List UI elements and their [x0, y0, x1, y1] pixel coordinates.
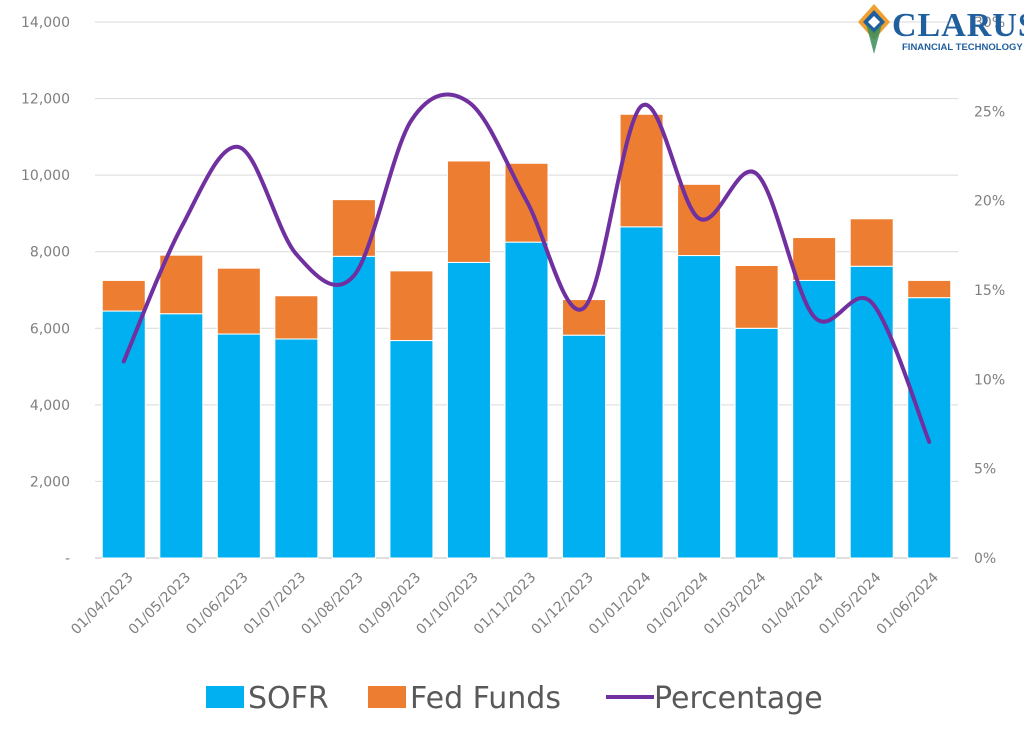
left-tick-label: 2,000 — [30, 474, 70, 490]
bar-sofr — [331, 255, 376, 559]
right-tick-label: 30% — [974, 15, 1005, 31]
bar-sofr — [504, 241, 549, 559]
bar-fed-funds — [446, 160, 491, 263]
legend-swatch-sofr — [206, 686, 244, 708]
right-tick-label: 0% — [974, 551, 996, 567]
logo-wordmark: CLARUS — [892, 7, 1024, 44]
clarus-diamond-icon — [858, 4, 890, 54]
bar-fed-funds — [389, 270, 434, 342]
left-tick-label: - — [65, 551, 70, 567]
legend-swatch-fed-funds — [368, 686, 406, 708]
bar-sofr — [101, 310, 146, 559]
bar-sofr — [216, 333, 261, 559]
bar-fed-funds — [907, 279, 952, 299]
right-tick-label: 5% — [974, 462, 996, 478]
bar-sofr — [734, 327, 779, 559]
right-tick-label: 20% — [974, 194, 1005, 210]
legend: SOFR Fed Funds Percentage — [206, 681, 823, 716]
bar-sofr — [274, 338, 319, 559]
bar-sofr — [446, 261, 491, 559]
legend-label-percentage: Percentage — [654, 681, 823, 716]
left-tick-label: 12,000 — [21, 92, 70, 108]
bar-sofr — [159, 313, 204, 559]
bar-sofr — [562, 334, 607, 559]
right-tick-label: 10% — [974, 372, 1005, 388]
right-tick-label: 15% — [974, 283, 1005, 299]
left-tick-label: 6,000 — [30, 321, 70, 337]
left-axis: - 2,000 4,000 6,000 8,000 10,000 12,000 14,000 — [21, 15, 70, 567]
bar-fed-funds — [792, 237, 837, 281]
bar-fed-funds — [734, 264, 779, 329]
bar-fed-funds — [274, 295, 319, 340]
clarus-logo: CLARUS FINANCIAL TECHNOLOGY — [858, 4, 1024, 54]
bar-sofr — [677, 255, 722, 559]
legend-label-sofr: SOFR — [248, 681, 329, 716]
left-tick-label: 10,000 — [21, 168, 70, 184]
legend-label-fed-funds: Fed Funds — [410, 681, 561, 716]
bar-fed-funds — [619, 113, 664, 228]
left-tick-label: 14,000 — [21, 15, 70, 31]
bar-sofr — [849, 265, 894, 559]
bar-sofr — [619, 226, 664, 559]
right-axis: 0% 5% 10% 15% 20% 25% 30% — [974, 15, 1005, 567]
bar-sofr — [907, 297, 952, 559]
bar-sofr — [792, 279, 837, 559]
percentage-line-group — [121, 92, 932, 444]
right-tick-label: 25% — [974, 104, 1005, 120]
left-tick-label: 8,000 — [30, 245, 70, 261]
percentage-line — [121, 92, 932, 444]
logo-subtitle: FINANCIAL TECHNOLOGY — [902, 42, 1023, 53]
left-tick-label: 4,000 — [30, 398, 70, 414]
x-tick-label: 01/06/2024 — [874, 569, 942, 637]
bar-sofr — [389, 340, 434, 559]
bars — [101, 113, 952, 559]
bar-fed-funds — [101, 279, 146, 312]
bar-fed-funds — [159, 254, 204, 315]
x-axis: 01/04/202301/05/202301/06/202301/07/2023… — [68, 569, 942, 637]
bar-fed-funds — [849, 218, 894, 267]
bar-fed-funds — [216, 267, 261, 335]
